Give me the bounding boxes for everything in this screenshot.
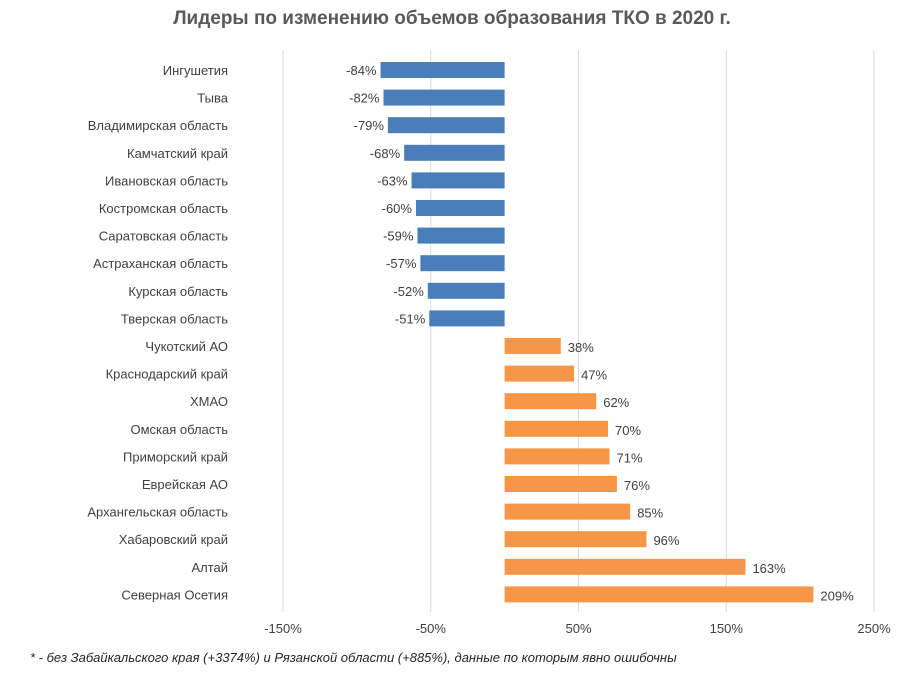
data-label: -68% [370,146,401,161]
category-label: Приморский край [123,449,228,464]
category-label: Архангельская область [87,505,228,520]
x-tick-label: 150% [710,621,744,636]
category-label: Саратовская область [99,229,228,244]
bar [504,448,610,465]
bar [417,227,505,244]
bar [504,476,617,492]
bar [504,420,609,437]
data-label: 71% [617,450,643,465]
data-label: -63% [377,173,408,188]
category-label: Тверская область [121,311,228,326]
category-label: Камчатский край [127,146,228,161]
bar [380,62,505,78]
bar [504,393,597,410]
category-labels: Ингушетия Тыва Владимирская область Камчатс… [87,63,228,602]
x-tick-label: 50% [565,621,591,636]
data-label: 96% [653,533,679,548]
category-label: Еврейская АО [142,477,228,492]
bar [504,338,561,354]
footnote: * - без Забайкальского края (+3374%) и Р… [30,650,677,665]
data-label: -84% [346,63,377,78]
bar [427,282,505,299]
x-tick-label: -150% [264,621,302,636]
category-label: Владимирская область [88,118,228,133]
data-label: -79% [354,118,385,133]
data-label: 76% [624,478,650,493]
category-label: Астраханская область [93,256,228,271]
x-tick-label: -50% [416,621,447,636]
category-label: Чукотский АО [145,339,228,354]
category-label: Краснодарский край [106,367,228,382]
category-label: Хабаровский край [119,532,228,547]
gridlines [282,50,875,612]
bar [415,200,505,216]
data-label: 62% [603,395,629,410]
data-label: 38% [568,340,594,355]
category-label: Костромская область [99,201,228,216]
x-tick-label: 250% [857,621,891,636]
data-label: -82% [349,91,380,106]
category-label: Тыва [197,91,228,106]
bar [504,531,647,548]
category-label: Ивановская область [105,173,228,188]
bar [504,558,746,575]
category-label: ХМАО [190,394,228,409]
chart-title: Лидеры по изменению объемов образования … [173,8,731,29]
bar [420,255,505,272]
bar [429,310,505,327]
data-label: 163% [752,561,786,576]
x-axis-tick-labels: -150% -50% 50% 150% 250% [264,621,891,636]
bar [383,89,505,106]
bar [504,586,814,603]
data-labels: -84% -82% -79% -68% -63% -60% -59% -57% -52% -51%… [346,63,854,603]
data-label: 209% [820,588,854,603]
data-label: 85% [637,506,663,521]
bar [504,365,575,382]
data-label: 70% [615,423,641,438]
category-label: Омская область [130,422,228,437]
data-label: -51% [395,311,426,326]
category-label: Курская область [128,284,228,299]
bar [411,172,505,189]
data-label: -57% [386,256,417,271]
bar [404,144,505,161]
category-label: Алтай [191,560,228,575]
data-label: -52% [393,284,424,299]
bars [380,62,814,603]
bar [387,117,505,134]
data-label: -59% [383,229,414,244]
category-label: Северная Осетия [121,587,228,602]
category-label: Ингушетия [163,63,228,78]
data-label: -60% [382,201,413,216]
data-label: 47% [581,368,607,383]
bar [504,503,631,520]
